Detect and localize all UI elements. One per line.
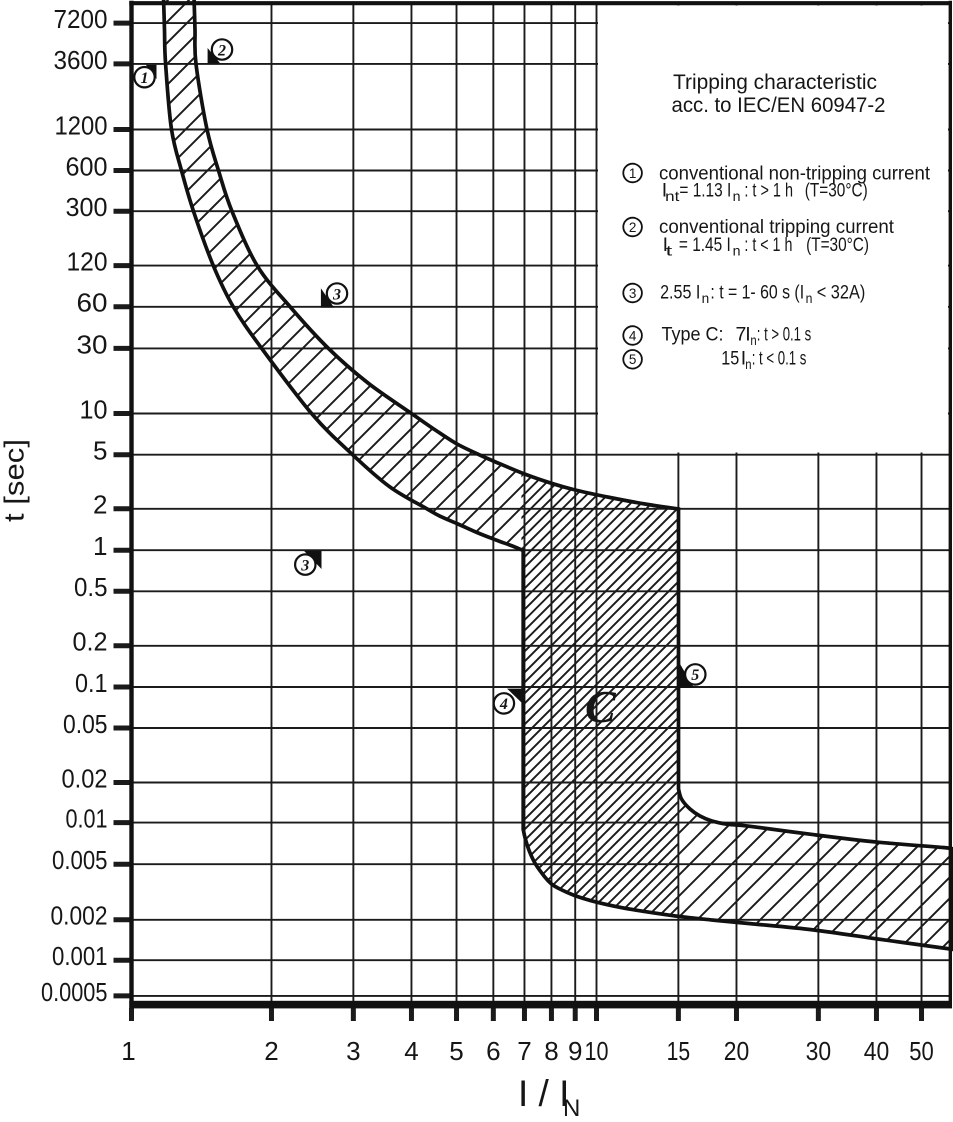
svg-text:0.02: 0.02	[62, 763, 108, 793]
svg-text:5: 5	[93, 436, 107, 466]
svg-text:5: 5	[629, 352, 637, 367]
svg-text:30: 30	[77, 329, 108, 359]
svg-text:= 1.13 I: = 1.13 I	[679, 179, 731, 201]
svg-text:2: 2	[217, 42, 226, 59]
svg-text:3: 3	[346, 1036, 360, 1066]
svg-text:9: 9	[568, 1036, 582, 1066]
svg-text:n: n	[733, 188, 741, 204]
svg-text:5: 5	[449, 1036, 463, 1066]
svg-text:15: 15	[667, 1036, 691, 1066]
svg-text:t: t	[666, 243, 673, 259]
svg-text:Tripping characteristic: Tripping characteristic	[673, 70, 877, 94]
svg-text:: t = 1- 60 s (I: : t = 1- 60 s (I	[710, 282, 804, 304]
svg-text:N: N	[563, 1095, 580, 1117]
svg-text:3: 3	[300, 557, 309, 574]
svg-text:0.001: 0.001	[52, 941, 108, 971]
svg-text:= 1.45 I: = 1.45 I	[679, 234, 731, 256]
svg-text:2: 2	[264, 1036, 278, 1066]
svg-text:0.05: 0.05	[63, 709, 108, 739]
svg-text:4: 4	[404, 1036, 418, 1066]
svg-text:4: 4	[629, 328, 637, 343]
svg-text:I / I: I / I	[518, 1073, 569, 1114]
svg-text:conventional tripping current: conventional tripping current	[659, 216, 895, 238]
svg-text:7: 7	[736, 324, 747, 346]
svg-text:6: 6	[486, 1036, 500, 1066]
svg-text:50: 50	[909, 1036, 934, 1066]
svg-text:15: 15	[721, 347, 739, 369]
svg-text:: t < 0.1 s: : t < 0.1 s	[752, 347, 807, 369]
svg-text:t [sec]: t [sec]	[0, 439, 30, 522]
svg-text:20: 20	[724, 1036, 750, 1066]
svg-text:I: I	[663, 234, 668, 256]
svg-text:10: 10	[585, 1036, 609, 1066]
svg-text:3: 3	[332, 286, 341, 303]
svg-text:5: 5	[691, 667, 699, 684]
svg-text:7: 7	[517, 1036, 531, 1066]
svg-text:0.0005: 0.0005	[41, 977, 108, 1007]
svg-text:1200: 1200	[55, 110, 108, 140]
svg-text:2: 2	[93, 490, 107, 520]
svg-text:0.1: 0.1	[75, 668, 108, 698]
svg-text:< 32A): < 32A)	[817, 282, 866, 304]
svg-text:600: 600	[66, 151, 108, 181]
svg-text:1: 1	[121, 1036, 135, 1066]
svg-text:conventional non-tripping curr: conventional non-tripping current	[659, 162, 931, 184]
svg-text:n: n	[733, 243, 741, 259]
svg-text:120: 120	[67, 247, 108, 277]
svg-text:2: 2	[629, 220, 637, 235]
svg-text:n: n	[806, 290, 813, 306]
svg-text:30: 30	[806, 1036, 832, 1066]
svg-text:I: I	[741, 347, 746, 369]
svg-text:nt: nt	[665, 188, 679, 204]
svg-text:: t > 0.1 s: : t > 0.1 s	[757, 324, 812, 346]
svg-text:(T=30°C): (T=30°C)	[806, 234, 869, 256]
svg-text:: t < 1 h: : t < 1 h	[744, 234, 792, 256]
svg-text:300: 300	[66, 192, 108, 222]
svg-text:1: 1	[629, 166, 637, 181]
svg-text:2.55 I: 2.55 I	[660, 282, 700, 304]
svg-text:Type C:: Type C:	[662, 324, 724, 346]
svg-text:8: 8	[544, 1036, 558, 1066]
svg-text:acc. to IEC/EN 60947-2: acc. to IEC/EN 60947-2	[672, 93, 886, 117]
svg-text:3600: 3600	[54, 45, 108, 75]
svg-text:0.005: 0.005	[52, 845, 108, 875]
svg-text:n: n	[745, 356, 751, 372]
svg-text:60: 60	[77, 288, 108, 318]
svg-text:1: 1	[141, 70, 149, 87]
svg-text:I: I	[745, 324, 750, 346]
svg-text:7200: 7200	[54, 4, 108, 34]
svg-text:(T=30°C): (T=30°C)	[805, 179, 868, 201]
svg-text:C: C	[585, 681, 617, 732]
svg-text:1: 1	[93, 531, 107, 561]
svg-text:n: n	[702, 290, 710, 306]
svg-text:4: 4	[499, 696, 508, 713]
svg-text:0.002: 0.002	[51, 901, 108, 931]
svg-text:0.5: 0.5	[74, 572, 108, 602]
svg-text:0.2: 0.2	[73, 627, 108, 657]
svg-text:40: 40	[864, 1036, 890, 1066]
svg-text:: t > 1 h: : t > 1 h	[744, 179, 793, 201]
svg-text:I: I	[662, 179, 667, 201]
svg-text:10: 10	[80, 394, 108, 424]
svg-text:3: 3	[629, 286, 637, 301]
svg-text:n: n	[750, 332, 756, 348]
svg-text:0.01: 0.01	[66, 804, 108, 834]
